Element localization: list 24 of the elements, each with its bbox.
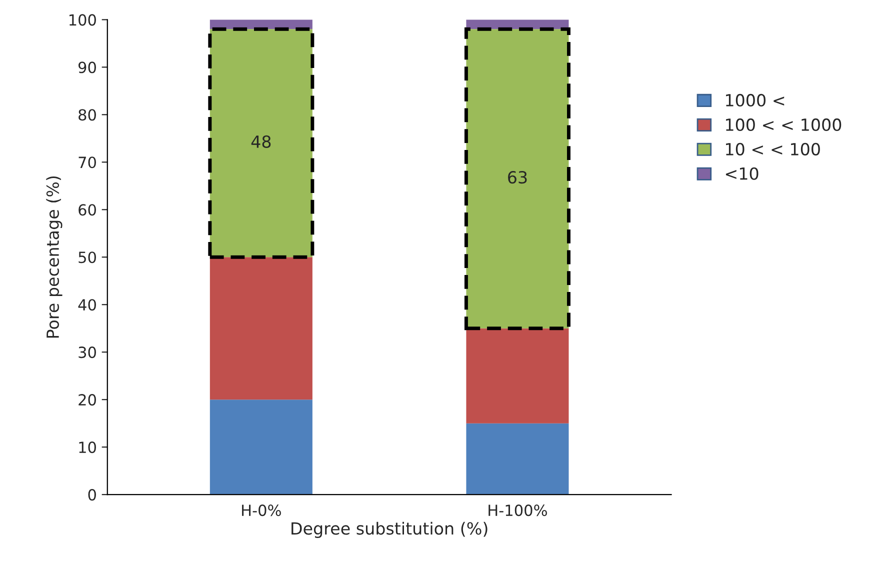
y-tick-label: 70 [78, 156, 96, 168]
x-axis-title: Degree substitution (%) [292, 522, 488, 538]
x-tick-label: H-100% [488, 504, 547, 516]
bar [466, 423, 569, 495]
bar [210, 400, 312, 495]
y-tick-label: 40 [78, 299, 96, 311]
legend-label: 100 < < 1000 [726, 118, 842, 131]
legend-label: 1000 < [726, 94, 784, 107]
legend-label: 10 < < 100 [726, 142, 820, 156]
y-tick-label: 30 [78, 346, 96, 358]
y-tick-label: 50 [78, 252, 96, 264]
y-tick-label: 80 [78, 109, 96, 121]
y-tick-label: 100 [70, 14, 96, 26]
data-label: 63 [508, 170, 527, 184]
data-label: 48 [251, 135, 271, 148]
bar [466, 328, 569, 424]
y-axis-title: Pore pecentage (%) [46, 176, 62, 338]
legend-label: <10 [726, 167, 758, 180]
y-tick-label: 10 [79, 442, 96, 454]
y-tick-label: 20 [78, 394, 96, 406]
x-tick-label: H-0% [242, 504, 281, 516]
y-tick-label: 0 [88, 489, 96, 501]
y-tick-label: 60 [78, 204, 96, 216]
y-tick-label: 90 [78, 62, 96, 74]
